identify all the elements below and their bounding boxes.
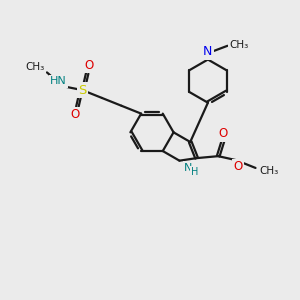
Text: CH₃: CH₃ bbox=[230, 40, 249, 50]
Text: O: O bbox=[233, 160, 242, 173]
Text: O: O bbox=[85, 59, 94, 72]
Text: O: O bbox=[71, 108, 80, 121]
Text: CH₃: CH₃ bbox=[260, 166, 279, 176]
Text: H: H bbox=[191, 167, 199, 177]
Text: N: N bbox=[203, 45, 213, 58]
Text: N: N bbox=[184, 163, 193, 172]
Text: O: O bbox=[218, 127, 228, 140]
Text: HN: HN bbox=[50, 76, 67, 86]
Text: S: S bbox=[78, 84, 86, 97]
Text: CH₃: CH₃ bbox=[26, 61, 45, 71]
